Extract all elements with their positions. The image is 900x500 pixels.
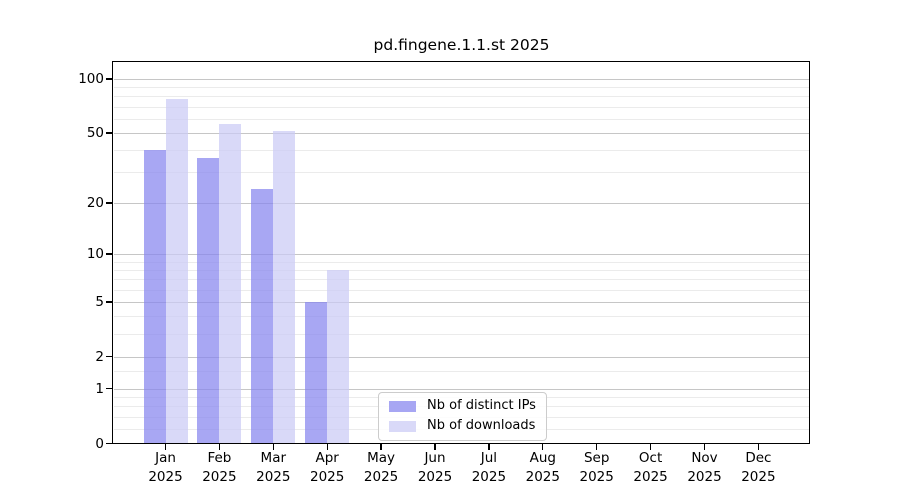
x-tick-mark <box>326 444 328 450</box>
x-tick-mark <box>649 444 652 450</box>
legend-item-downloads: Nb of downloads <box>387 419 538 433</box>
y-tick-label: 50 <box>86 124 104 141</box>
x-tick-mark <box>542 444 544 450</box>
legend-label-distinct-ips: Nb of distinct IPs <box>427 398 536 413</box>
distinct-ips-swatch-icon <box>389 400 416 412</box>
x-tick-label: Jul 2025 <box>471 450 507 485</box>
y-tick-label: 100 <box>78 70 104 87</box>
plot-border <box>112 60 810 444</box>
y-tick-label: 1 <box>95 380 104 397</box>
x-tick-label: Aug 2025 <box>525 450 560 485</box>
x-tick-label: May 2025 <box>363 450 399 485</box>
x-tick-label: Dec 2025 <box>741 450 776 485</box>
x-tick-mark <box>272 444 274 450</box>
x-tick-mark <box>757 444 760 450</box>
x-tick-label: Nov 2025 <box>687 450 722 485</box>
legend: Nb of distinct IPs Nb of downloads <box>378 392 547 441</box>
x-tick-mark <box>434 444 436 450</box>
x-tick-label: Sep 2025 <box>579 450 614 485</box>
x-tick-label: Oct 2025 <box>633 450 668 485</box>
x-tick-mark <box>164 444 167 450</box>
x-tick-label: Apr 2025 <box>310 450 345 485</box>
y-tick-label: 5 <box>95 293 104 310</box>
x-tick-label: Jun 2025 <box>417 450 453 485</box>
y-tick-label: 0 <box>95 435 104 452</box>
y-tick-label: 20 <box>86 194 104 211</box>
x-tick-mark <box>488 444 490 450</box>
x-tick-label: Feb 2025 <box>202 450 237 485</box>
x-tick-mark <box>596 444 598 450</box>
legend-label-downloads: Nb of downloads <box>427 418 536 433</box>
downloads-swatch-icon <box>389 420 416 432</box>
legend-item-distinct-ips: Nb of distinct IPs <box>387 399 538 413</box>
y-tick-label: 10 <box>86 246 104 263</box>
x-tick-mark <box>218 444 221 450</box>
x-tick-mark <box>380 444 382 450</box>
x-tick-label: Mar 2025 <box>256 450 291 485</box>
y-tick-label: 2 <box>95 348 104 365</box>
x-tick-mark <box>703 444 706 450</box>
x-tick-label: Jan 2025 <box>148 450 183 485</box>
chart-title: pd.fingene.1.1.st 2025 <box>373 36 550 54</box>
